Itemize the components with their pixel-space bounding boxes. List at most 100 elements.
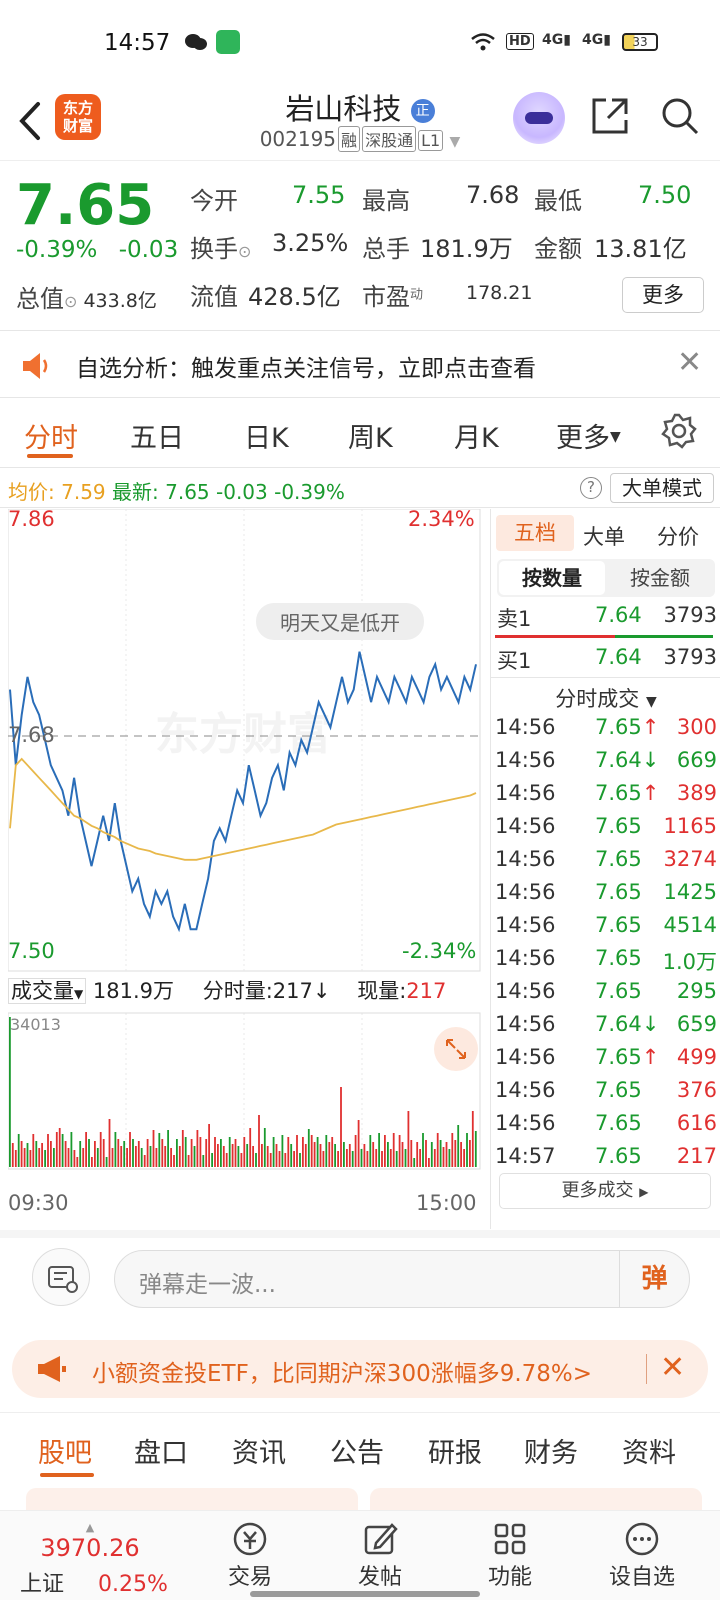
danmaku-placeholder: 弹幕走一波... bbox=[139, 1272, 276, 1298]
trade-volume: 1165 bbox=[663, 814, 717, 838]
volume-bar bbox=[466, 1133, 468, 1167]
tab-news[interactable]: 资讯 bbox=[232, 1438, 286, 1469]
tab-monthly-k[interactable]: 月K bbox=[454, 423, 499, 454]
tab-big-orders[interactable]: 大单 bbox=[583, 525, 625, 549]
volume-bar bbox=[67, 1148, 70, 1167]
volume-bar bbox=[205, 1139, 208, 1167]
volume-bar bbox=[419, 1149, 421, 1167]
trade-row: 14:56 7.65 376 bbox=[495, 1078, 717, 1111]
volume-bar bbox=[44, 1150, 46, 1167]
change-line: -0.39% -0.03 bbox=[16, 237, 178, 263]
more-trades-button[interactable]: 更多成交 ▶ bbox=[499, 1173, 711, 1209]
tab-research[interactable]: 研报 bbox=[428, 1438, 482, 1469]
nav-functions[interactable]: 功能 bbox=[460, 1519, 560, 1591]
danmaku-input[interactable]: 弹幕走一波... 弹 bbox=[114, 1250, 690, 1308]
big-order-mode-button[interactable]: 大单模式 bbox=[610, 473, 714, 503]
volume-bar bbox=[85, 1132, 87, 1167]
help-icon[interactable]: ? bbox=[580, 477, 602, 499]
tab-five-levels[interactable]: 五档 bbox=[496, 515, 574, 551]
volume-bar bbox=[190, 1139, 193, 1167]
trade-row: 14:56 7.64↓ 669 bbox=[495, 748, 717, 781]
intraday-chart[interactable]: 东方财富 7.86 2.34% 7.50 -2.34% 7.68 明天又是低开 … bbox=[7, 507, 488, 1229]
volume-bar bbox=[161, 1139, 164, 1167]
tab-intraday[interactable]: 分时 bbox=[24, 423, 78, 454]
pe-item[interactable]: 市盈动 bbox=[362, 277, 423, 312]
turnover-item[interactable]: 换手⊙ bbox=[190, 229, 251, 264]
index-ticker[interactable]: ▲ 3970.26 上证 0.25% bbox=[20, 1521, 170, 1598]
volume-bar bbox=[454, 1140, 457, 1167]
open-value: 7.55 bbox=[292, 181, 346, 209]
time-end: 15:00 bbox=[416, 1191, 477, 1215]
mktcap-item[interactable]: 总值⊙ 433.8亿 bbox=[16, 279, 157, 314]
buy1-price: 7.64 bbox=[595, 645, 642, 669]
volume-bar bbox=[372, 1142, 375, 1167]
trade-volume: 1.0万 bbox=[662, 950, 717, 974]
battery-level: 33 bbox=[632, 35, 648, 49]
high-value: 7.68 bbox=[466, 181, 520, 209]
volume-bar bbox=[278, 1151, 281, 1167]
tab-handicap[interactable]: 盘口 bbox=[134, 1438, 188, 1469]
volume-bar bbox=[38, 1148, 41, 1167]
volume-bar bbox=[240, 1153, 243, 1167]
volume-bar bbox=[445, 1142, 448, 1167]
logo-text: 东方财富 bbox=[62, 99, 93, 135]
minute-vol: 分时量:217 bbox=[202, 979, 313, 1003]
volume-bar bbox=[471, 1111, 474, 1167]
nav-post[interactable]: 发帖 bbox=[330, 1519, 430, 1591]
close-icon[interactable]: ✕ bbox=[677, 345, 703, 380]
trades-title[interactable]: 分时成交 ▼ bbox=[491, 683, 720, 713]
turnover-label: 换手 bbox=[190, 235, 238, 263]
vol-total: 181.9万 bbox=[92, 979, 175, 1003]
trade-time: 14:56 bbox=[495, 847, 556, 871]
stock-code-line[interactable]: 002195 融深股通 L1 ▼ bbox=[0, 126, 720, 152]
close-icon[interactable]: ✕ bbox=[660, 1350, 686, 1385]
tab-daily-k[interactable]: 日K bbox=[244, 423, 289, 454]
volume-info-bar: 成交量▼ 181.9万 分时量:217↓ 现量:217 bbox=[8, 975, 480, 1009]
trade-time: 14:56 bbox=[495, 946, 556, 970]
more-button[interactable]: 更多 bbox=[622, 277, 704, 313]
volume-bar bbox=[137, 1141, 140, 1167]
seg-by-amount[interactable]: 按金额 bbox=[630, 566, 690, 590]
volume-bar bbox=[290, 1144, 293, 1167]
volume-bar bbox=[354, 1135, 357, 1167]
expand-icon[interactable] bbox=[434, 1027, 478, 1071]
volume-bar bbox=[208, 1124, 210, 1167]
turnover-value: 3.25% bbox=[272, 229, 349, 257]
volume-bar bbox=[99, 1132, 102, 1167]
share-icon[interactable] bbox=[590, 96, 630, 136]
volume-bar bbox=[343, 1142, 345, 1167]
nav-add-watchlist[interactable]: 设自选 bbox=[592, 1519, 692, 1591]
tab-weekly-k[interactable]: 周K bbox=[348, 423, 393, 454]
tab-five-day[interactable]: 五日 bbox=[130, 423, 184, 454]
tab-forum[interactable]: 股吧 bbox=[38, 1438, 92, 1469]
seg-by-quantity[interactable]: 按数量 bbox=[499, 561, 605, 595]
back-icon[interactable] bbox=[14, 96, 44, 157]
nav-trade[interactable]: 交易 bbox=[200, 1519, 300, 1591]
tab-finance[interactable]: 财务 bbox=[524, 1438, 578, 1469]
search-icon[interactable] bbox=[660, 96, 700, 136]
volume-bar bbox=[463, 1149, 465, 1167]
app-logo[interactable]: 东方财富 bbox=[55, 94, 101, 140]
volume-selector[interactable]: 成交量▼ bbox=[8, 978, 87, 1004]
tab-price-dist[interactable]: 分价 bbox=[657, 525, 699, 549]
change-value: -0.03 bbox=[118, 237, 179, 263]
volume-bar bbox=[47, 1134, 49, 1167]
trade-price: 7.65 bbox=[595, 1111, 642, 1135]
tab-announcements[interactable]: 公告 bbox=[330, 1438, 384, 1469]
danmaku-send-button[interactable]: 弹 bbox=[619, 1251, 689, 1307]
speaker-icon bbox=[20, 351, 54, 385]
alert-banner[interactable]: 自选分析：触发重点关注信号，立即点击查看 ✕ bbox=[0, 330, 720, 398]
tab-profile[interactable]: 资料 bbox=[622, 1438, 676, 1469]
info-icon: ⊙ bbox=[238, 242, 252, 261]
danmaku-bubble[interactable]: 明天又是低开 bbox=[256, 603, 424, 640]
pe-label: 市盈 bbox=[362, 283, 410, 311]
ai-assistant-icon[interactable] bbox=[513, 92, 565, 144]
trade-price: 7.65 bbox=[595, 1078, 642, 1102]
danmaku-settings-icon[interactable] bbox=[32, 1248, 90, 1306]
promo-banner[interactable]: 小额资金投ETF，比同期沪深300涨幅多9.78%> ✕ bbox=[12, 1340, 708, 1398]
volume-bar bbox=[407, 1111, 410, 1167]
volume-bar bbox=[398, 1135, 401, 1167]
axis-bottom-pct: -2.34% bbox=[402, 939, 477, 963]
tab-more[interactable]: 更多▼ bbox=[556, 416, 621, 455]
settings-icon[interactable] bbox=[660, 412, 698, 454]
